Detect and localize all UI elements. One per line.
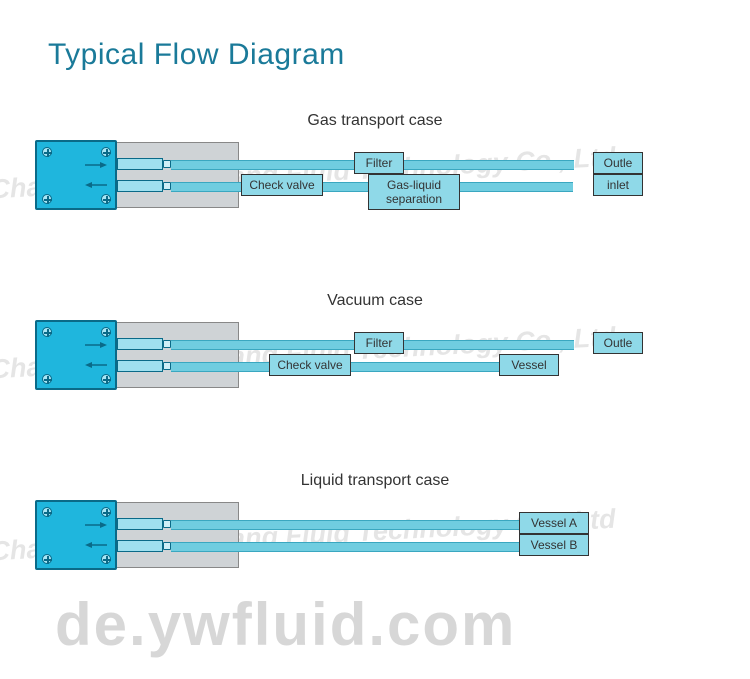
section-gas: Gas transport case Filter Outle Check va… [35,112,715,148]
screw-icon [42,147,52,157]
pump-liquid [35,500,240,570]
fitting-tip [163,160,171,168]
label-outlet: Outle [593,332,643,354]
pipe [171,362,269,372]
pump-cap [35,140,117,210]
screw-icon [42,194,52,204]
screw-icon [101,147,111,157]
arrow-in-icon [85,181,107,189]
screw-icon [42,554,52,564]
fitting-tip [163,182,171,190]
arrow-in-icon [85,541,107,549]
screw-icon [42,374,52,384]
fitting-bottom [117,540,163,552]
arrow-out-icon [85,521,107,529]
pump-vacuum [35,320,240,390]
fitting-tip [163,520,171,528]
arrow-out-icon [85,161,107,169]
screw-icon [101,554,111,564]
fitting-top [117,518,163,530]
label-vessel: Vessel [499,354,559,376]
fitting-bottom [117,180,163,192]
pipe [323,182,368,192]
label-check-valve: Check valve [241,174,323,196]
watermark-url: de.ywfluid.com [55,590,516,659]
fitting-bottom [117,360,163,372]
screw-icon [101,374,111,384]
label-vessel-b: Vessel B [519,534,589,556]
label-gas-liquid-sep: Gas-liquid separation [368,174,460,210]
pipe [171,182,241,192]
label-outlet: Outle [593,152,643,174]
pipe [351,362,499,372]
section-liquid-title: Liquid transport case [35,472,715,490]
pump-gas [35,140,240,210]
pipe [460,182,573,192]
label-vessel-a: Vessel A [519,512,589,534]
screw-icon [42,507,52,517]
section-vacuum-title: Vacuum case [35,292,715,310]
label-filter: Filter [354,152,404,174]
pump-cap [35,500,117,570]
screw-icon [42,327,52,337]
pipe [171,340,354,350]
section-vacuum: Vacuum case Filter Outle Check valve Ves… [35,292,715,328]
fitting-tip [163,340,171,348]
fitting-top [117,338,163,350]
fitting-tip [163,362,171,370]
fitting-top [117,158,163,170]
arrow-in-icon [85,361,107,369]
screw-icon [101,194,111,204]
pipe [404,160,574,170]
pipe [171,160,354,170]
label-check-valve: Check valve [269,354,351,376]
pump-cap [35,320,117,390]
section-liquid: Liquid transport case Vessel A Vessel B [35,472,715,508]
section-gas-title: Gas transport case [35,112,715,130]
pipe [171,542,519,552]
arrow-out-icon [85,341,107,349]
pipe [171,520,519,530]
fitting-tip [163,542,171,550]
label-filter: Filter [354,332,404,354]
screw-icon [101,327,111,337]
label-inlet: inlet [593,174,643,196]
pipe [404,340,574,350]
screw-icon [101,507,111,517]
page-title: Typical Flow Diagram [48,38,345,72]
